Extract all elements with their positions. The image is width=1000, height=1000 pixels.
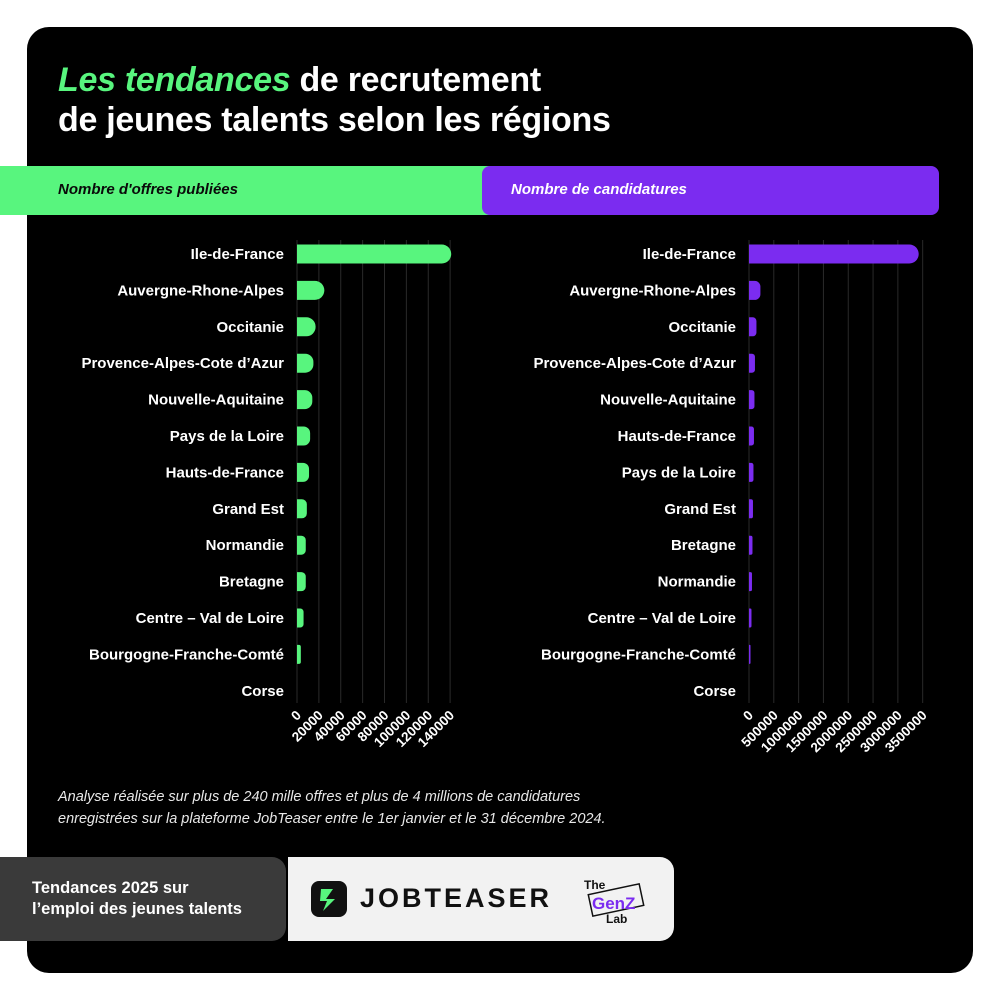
applications-category-label: Pays de la Loire [622, 464, 736, 481]
genz-the: The [584, 878, 606, 892]
footer-tagline: Tendances 2025 sur l’emploi des jeunes t… [32, 878, 242, 920]
footnote-line-2: enregistrées sur la plateforme JobTeaser… [58, 811, 606, 827]
title-line1-rest: de recrutement [299, 61, 541, 99]
applications-category-label: Bourgogne-Franche-Comté [541, 646, 736, 663]
genz-lab: Lab [606, 912, 627, 926]
offers-bar [297, 608, 304, 628]
applications-category-label: Hauts-de-France [618, 428, 736, 445]
offers-category-label: Hauts-de-France [166, 464, 284, 481]
applications-category-label: Normandie [658, 574, 736, 591]
offers-bar [297, 499, 307, 519]
applications-tick-label: 0 [740, 708, 756, 724]
offers-bar [297, 462, 310, 482]
footer-tagline-panel [0, 857, 286, 941]
applications-header-label: Nombre de candidatures [511, 181, 687, 198]
offers-bar [297, 644, 301, 664]
offers-bar [297, 353, 314, 373]
applications-bar [749, 244, 919, 264]
applications-category-label: Provence-Alpes-Cote d’Azur [533, 355, 736, 372]
offers-bar [297, 244, 452, 264]
offers-category-label: Corse [241, 683, 284, 700]
offers-category-label: Nouvelle-Aquitaine [148, 392, 284, 409]
applications-bar [749, 426, 754, 446]
footer-tagline-line-1: Tendances 2025 sur [32, 879, 189, 897]
applications-bar [749, 390, 755, 410]
offers-category-label: Grand Est [212, 501, 284, 518]
applications-bar [749, 353, 755, 373]
title-highlight: Les tendances [58, 61, 291, 99]
applications-category-label: Ile-de-France [643, 246, 736, 263]
offers-bar [297, 280, 325, 300]
applications-category-label: Bretagne [671, 537, 736, 554]
applications-category-label: Occitanie [668, 319, 736, 336]
offers-bar [297, 572, 306, 592]
applications-category-label: Nouvelle-Aquitaine [600, 392, 736, 409]
offers-category-label: Auvergne-Rhone-Alpes [117, 282, 284, 299]
applications-bar [749, 280, 761, 300]
applications-category-label: Grand Est [664, 501, 736, 518]
genz-word: GenZ [592, 894, 635, 913]
page-title: Les tendances de recrutement de jeunes t… [58, 60, 611, 140]
offers-bar [297, 390, 313, 410]
applications-bar [749, 644, 751, 664]
applications-bar [749, 608, 752, 628]
offers-category-label: Occitanie [216, 319, 284, 336]
applications-header-band [482, 166, 939, 215]
applications-bar [749, 462, 754, 482]
applications-category-label: Auvergne-Rhone-Alpes [569, 282, 736, 299]
applications-bar [749, 572, 752, 592]
title-line2: de jeunes talents selon les régions [58, 101, 611, 139]
offers-category-label: Ile-de-France [191, 246, 284, 263]
offers-bar [297, 535, 306, 555]
offers-category-label: Centre – Val de Loire [136, 610, 284, 627]
offers-header-label: Nombre d'offres publiées [58, 181, 238, 198]
footer-tagline-line-2: l’emploi des jeunes talents [32, 900, 242, 918]
offers-header-band [0, 166, 500, 215]
offers-category-label: Bourgogne-Franche-Comté [89, 646, 284, 663]
applications-category-label: Centre – Val de Loire [588, 610, 736, 627]
footnote-line-1: Analyse réalisée sur plus de 240 mille o… [58, 789, 581, 805]
genz-lab-logo-icon: The GenZ Lab [584, 878, 645, 926]
footer-logo-panel [288, 857, 674, 941]
offers-category-label: Provence-Alpes-Cote d’Azur [81, 355, 284, 372]
offers-bar [297, 426, 311, 446]
jobteaser-wordmark: JOBTEASER [360, 883, 553, 913]
applications-bar [749, 535, 753, 555]
offers-category-label: Pays de la Loire [170, 428, 284, 445]
offers-category-label: Bretagne [219, 574, 284, 591]
applications-bar [749, 317, 757, 337]
jobteaser-logo-icon [311, 881, 347, 917]
applications-bar [749, 499, 753, 519]
applications-category-label: Corse [693, 683, 736, 700]
offers-bar [297, 317, 316, 337]
footnote: Analyse réalisée sur plus de 240 mille o… [58, 786, 738, 830]
offers-category-label: Normandie [206, 537, 284, 554]
